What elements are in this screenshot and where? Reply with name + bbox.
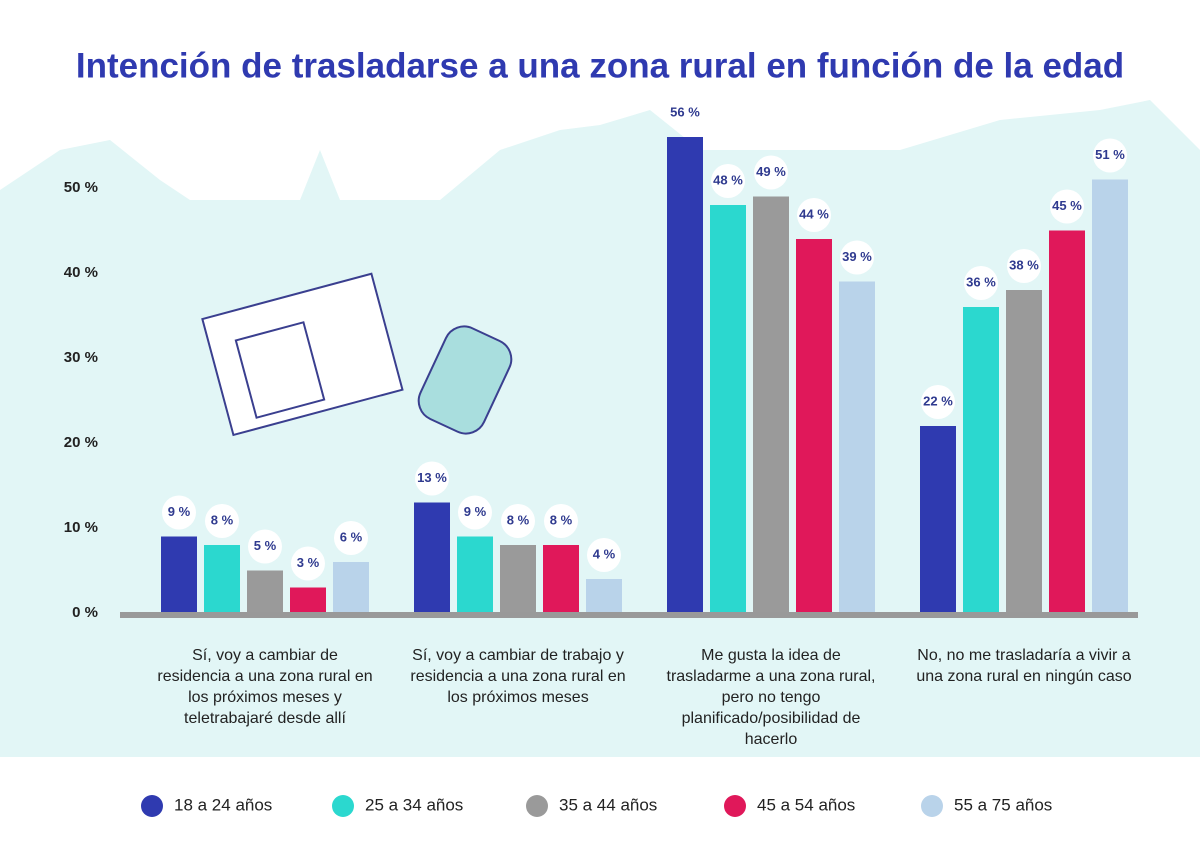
- value-label: 39 %: [842, 249, 872, 264]
- value-label: 13 %: [417, 470, 447, 485]
- x-tick-label: Me gusta la idea de trasladarme a una zo…: [666, 647, 876, 748]
- value-label: 48 %: [713, 172, 743, 187]
- legend-label: 18 a 24 años: [174, 795, 272, 814]
- value-label: 3 %: [297, 555, 320, 570]
- legend-marker: [526, 795, 548, 817]
- y-tick-label: 20 %: [64, 434, 98, 451]
- value-label: 56 %: [670, 104, 700, 119]
- chart-title: Intención de trasladarse a una zona rura…: [76, 46, 1124, 85]
- value-label-bg: [754, 155, 788, 190]
- value-label-bg: [334, 521, 368, 555]
- y-tick-label: 10 %: [64, 519, 98, 536]
- bar: [333, 562, 369, 613]
- illustration: [201, 272, 513, 437]
- value-label: 4 %: [593, 546, 616, 561]
- bar: [247, 570, 283, 613]
- legend-label: 45 a 54 años: [757, 795, 855, 814]
- y-tick-label: 30 %: [64, 349, 98, 366]
- legend-marker: [724, 795, 746, 817]
- bar: [500, 545, 536, 613]
- value-label: 51 %: [1095, 147, 1125, 162]
- legend-label: 35 a 44 años: [559, 795, 657, 814]
- bar: [414, 502, 450, 613]
- bar: [753, 196, 789, 613]
- bar: [963, 307, 999, 613]
- value-label-bg: [797, 198, 831, 232]
- value-label: 8 %: [550, 512, 573, 527]
- value-label-bg: [205, 504, 239, 538]
- value-label-bg: [587, 538, 621, 572]
- bar: [710, 205, 746, 613]
- bar: [586, 579, 622, 613]
- bar: [920, 426, 956, 613]
- value-label-bg: [840, 240, 874, 275]
- value-label: 8 %: [211, 512, 234, 527]
- legend-label: 25 a 34 años: [365, 795, 463, 814]
- value-label: 8 %: [507, 512, 530, 527]
- value-label-bg: [1050, 189, 1084, 224]
- value-label-bg: [544, 504, 578, 538]
- value-label-bg: [458, 495, 492, 530]
- bar: [667, 137, 703, 613]
- value-label-bg: [415, 461, 449, 496]
- value-label: 36 %: [966, 274, 996, 289]
- value-label-bg: [668, 96, 702, 130]
- bar: [796, 239, 832, 613]
- value-label-bg: [162, 495, 196, 530]
- value-label-bg: [501, 504, 535, 538]
- bar: [839, 281, 875, 613]
- y-tick-label: 40 %: [64, 264, 98, 281]
- bar: [204, 545, 240, 613]
- y-tick-label: 50 %: [64, 179, 98, 196]
- legend-label: 55 a 75 años: [954, 795, 1052, 814]
- legend-marker: [921, 795, 943, 817]
- background: [0, 255, 1200, 757]
- value-label-bg: [1093, 138, 1127, 173]
- value-label: 5 %: [254, 538, 277, 553]
- value-label: 45 %: [1052, 198, 1082, 213]
- value-label: 38 %: [1009, 257, 1039, 272]
- bar: [290, 587, 326, 613]
- value-label: 9 %: [464, 504, 487, 519]
- bar: [161, 536, 197, 613]
- value-label-bg: [291, 546, 325, 581]
- value-label-bg: [964, 266, 998, 300]
- value-label-bg: [711, 164, 745, 198]
- bar: [1049, 230, 1085, 613]
- legend-marker: [332, 795, 354, 817]
- value-label-bg: [1007, 249, 1041, 283]
- value-label: 49 %: [756, 164, 786, 179]
- value-label-bg: [921, 385, 955, 419]
- y-tick-label: 0 %: [72, 604, 98, 621]
- value-label: 6 %: [340, 529, 363, 544]
- value-label-bg: [248, 529, 282, 564]
- bar: [1006, 290, 1042, 613]
- bar: [457, 536, 493, 613]
- landscape: [0, 100, 1200, 255]
- x-tick-label: Sí, voy a cambiar de trabajo y residenci…: [410, 647, 626, 706]
- value-label: 44 %: [799, 206, 829, 221]
- bar: [1092, 179, 1128, 613]
- x-tick-label: No, no me trasladaría a vivir a una zona…: [916, 647, 1132, 685]
- x-tick-label: Sí, voy a cambiar de residencia a una zo…: [157, 647, 373, 727]
- legend-marker: [141, 795, 163, 817]
- bar: [543, 545, 579, 613]
- value-label: 9 %: [168, 504, 191, 519]
- value-label: 22 %: [923, 393, 953, 408]
